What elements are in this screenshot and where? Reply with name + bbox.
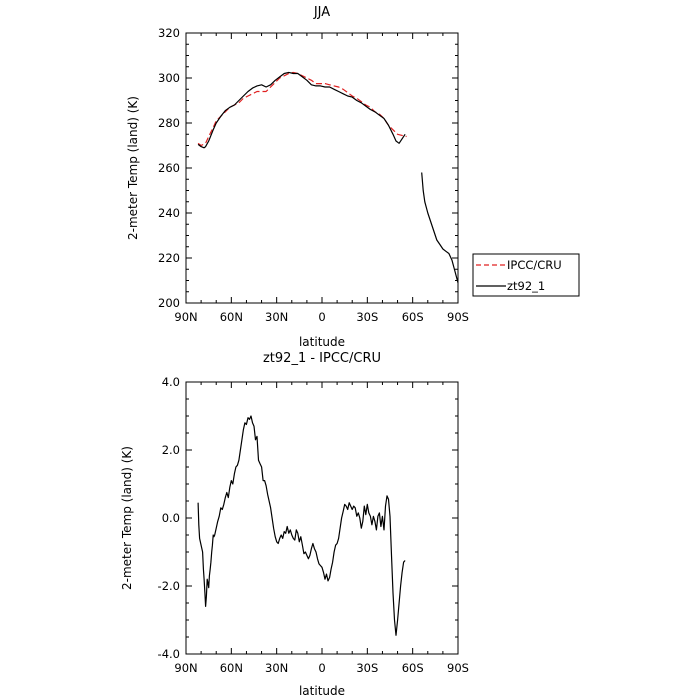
x-tick-label: 90N (174, 310, 197, 324)
x-tick-label: 90S (447, 661, 469, 675)
x-tick-label: 60S (402, 661, 424, 675)
series-line-zt92-1-seg-0 (197, 71, 406, 149)
x-tick-label: 90S (447, 310, 469, 324)
bottom-chart-title: zt92_1 - IPCC/CRU (263, 351, 381, 366)
bottom-chart-ylabel: 2-meter Temp (land) (K) (120, 446, 134, 590)
x-tick-label: 60N (220, 310, 243, 324)
series-line-diff-0-seg-0 (197, 415, 406, 636)
series-line-ipcc-cru-seg-0 (197, 71, 407, 147)
y-tick-label: 320 (158, 26, 180, 40)
bottom-chart-xlabel: latitude (299, 684, 345, 698)
top-chart-xlabel: latitude (299, 335, 345, 349)
y-tick-label: 2.0 (162, 443, 180, 457)
y-tick-label: 280 (158, 116, 180, 130)
x-tick-label: 30S (356, 661, 378, 675)
legend-label-zt92-1: zt92_1 (507, 279, 545, 293)
y-tick-label: -4.0 (158, 647, 180, 661)
x-tick-label: 30N (265, 661, 288, 675)
bottom-chart-series (197, 415, 406, 636)
x-tick-label: 0 (318, 661, 325, 675)
legend: IPCC/CRU zt92_1 (472, 253, 580, 297)
x-tick-label: 0 (318, 310, 325, 324)
y-tick-label: 200 (158, 296, 180, 310)
x-tick-label: 90N (174, 661, 197, 675)
y-tick-label: -2.0 (158, 579, 180, 593)
bottom-chart: zt92_1 - IPCC/CRU 90N 60N 30N 0 30S 60S 90S -4.… (120, 351, 469, 698)
y-tick-label: 4.0 (162, 375, 180, 389)
top-chart-frame (185, 32, 459, 304)
x-tick-label: 60S (402, 310, 424, 324)
y-tick-label: 260 (158, 161, 180, 175)
bottom-chart-frame (185, 381, 459, 655)
y-tick-label: 0.0 (162, 511, 180, 525)
top-chart-ylabel: 2-meter Temp (land) (K) (126, 96, 140, 240)
x-tick-label: 60N (220, 661, 243, 675)
y-tick-label: 220 (158, 251, 180, 265)
top-chart-series (197, 71, 459, 283)
top-chart-title: JJA (313, 5, 330, 20)
y-tick-label: 240 (158, 206, 180, 220)
legend-label-ipcc-cru: IPCC/CRU (507, 258, 562, 272)
x-tick-label: 30S (356, 310, 378, 324)
series-line-zt92-1-seg-1 (421, 172, 459, 283)
bottom-chart-ticks: 90N 60N 30N 0 30S 60S 90S -4.0 -2.0 0.0 2.0 4.0 (158, 375, 469, 675)
top-chart: JJA 90N 60N 30N 0 30S 60S 90S 200 220 240 260 280 30… (126, 5, 580, 349)
top-chart-ticks: 90N 60N 30N 0 30S 60S 90S 200 220 240 260 280 300 320 (158, 26, 469, 324)
y-tick-label: 300 (158, 71, 180, 85)
legend-box (472, 253, 580, 297)
x-tick-label: 30N (265, 310, 288, 324)
